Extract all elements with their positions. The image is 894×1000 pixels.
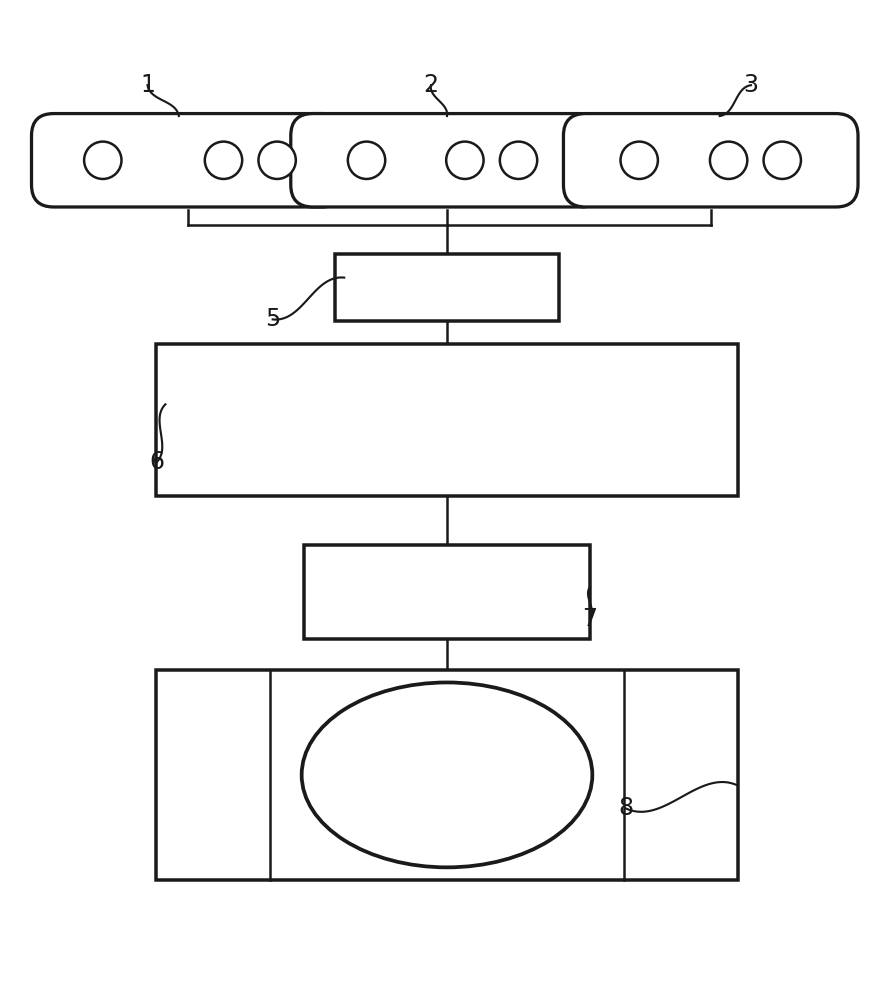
FancyBboxPatch shape: [31, 114, 344, 207]
Bar: [335, 254, 559, 321]
FancyBboxPatch shape: [563, 114, 858, 207]
Text: 1: 1: [140, 73, 155, 97]
Text: 3: 3: [744, 73, 758, 97]
Text: 6: 6: [149, 450, 164, 474]
Text: 8: 8: [619, 796, 633, 820]
Bar: [156, 670, 738, 880]
Text: 2: 2: [424, 73, 438, 97]
Text: 7: 7: [583, 607, 597, 631]
Bar: [304, 545, 590, 639]
Bar: [156, 344, 738, 496]
Circle shape: [348, 142, 385, 179]
Text: 5: 5: [265, 307, 281, 331]
Circle shape: [500, 142, 537, 179]
Circle shape: [84, 142, 122, 179]
Circle shape: [258, 142, 296, 179]
Circle shape: [205, 142, 242, 179]
FancyBboxPatch shape: [291, 114, 603, 207]
Ellipse shape: [301, 682, 593, 867]
Circle shape: [620, 142, 658, 179]
Circle shape: [446, 142, 484, 179]
Circle shape: [710, 142, 747, 179]
Circle shape: [763, 142, 801, 179]
